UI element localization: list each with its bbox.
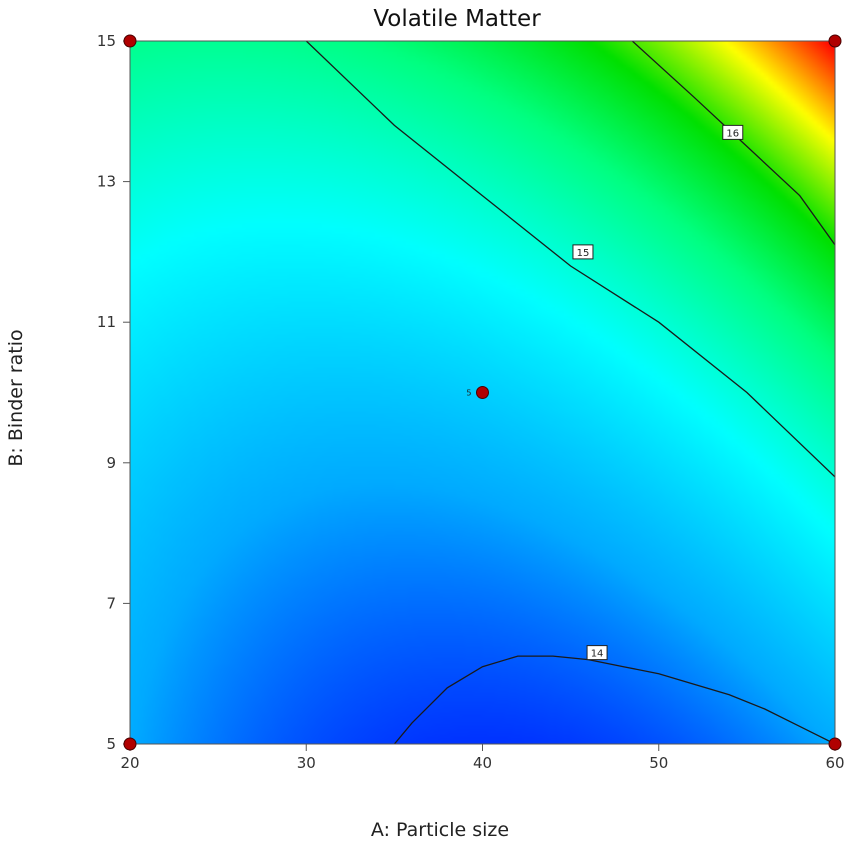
contour-line-14 [393,655,835,744]
contour-lines [305,41,835,744]
x-tick-label: 40 [473,754,492,772]
design-point-label: 5 [466,389,471,398]
contour-label-text: 15 [577,248,590,259]
y-axis: 5 7 9 11 13 15 [97,32,130,753]
x-tick-label: 50 [649,754,668,772]
x-tick-label: 20 [120,754,139,772]
chart-title: Volatile Matter [373,6,541,32]
design-point [123,34,137,48]
contour-label: 16 [722,124,744,140]
design-point [828,34,842,48]
y-tick-label: 15 [97,32,116,50]
contour-label: 15 [572,244,594,260]
design-point [828,737,842,751]
x-axis: 20 30 40 50 60 [120,744,845,772]
x-tick-label: 30 [297,754,316,772]
contour-label-text: 16 [726,128,739,139]
y-axis-title: B: Binder ratio [5,329,27,466]
y-tick-label: 11 [97,313,116,331]
contour-label-text: 14 [591,649,604,660]
contour-line-16 [631,41,835,246]
x-tick-label: 60 [825,754,844,772]
contour-line-15 [305,41,835,478]
y-tick-label: 7 [106,594,116,612]
y-tick-label: 9 [106,454,116,472]
design-points: 5 [123,34,842,751]
contour-label: 14 [586,645,608,661]
y-tick-label: 13 [97,173,116,191]
x-axis-title: A: Particle size [371,819,509,841]
design-point [123,737,137,751]
y-tick-label: 5 [106,735,116,753]
design-point [476,386,489,399]
